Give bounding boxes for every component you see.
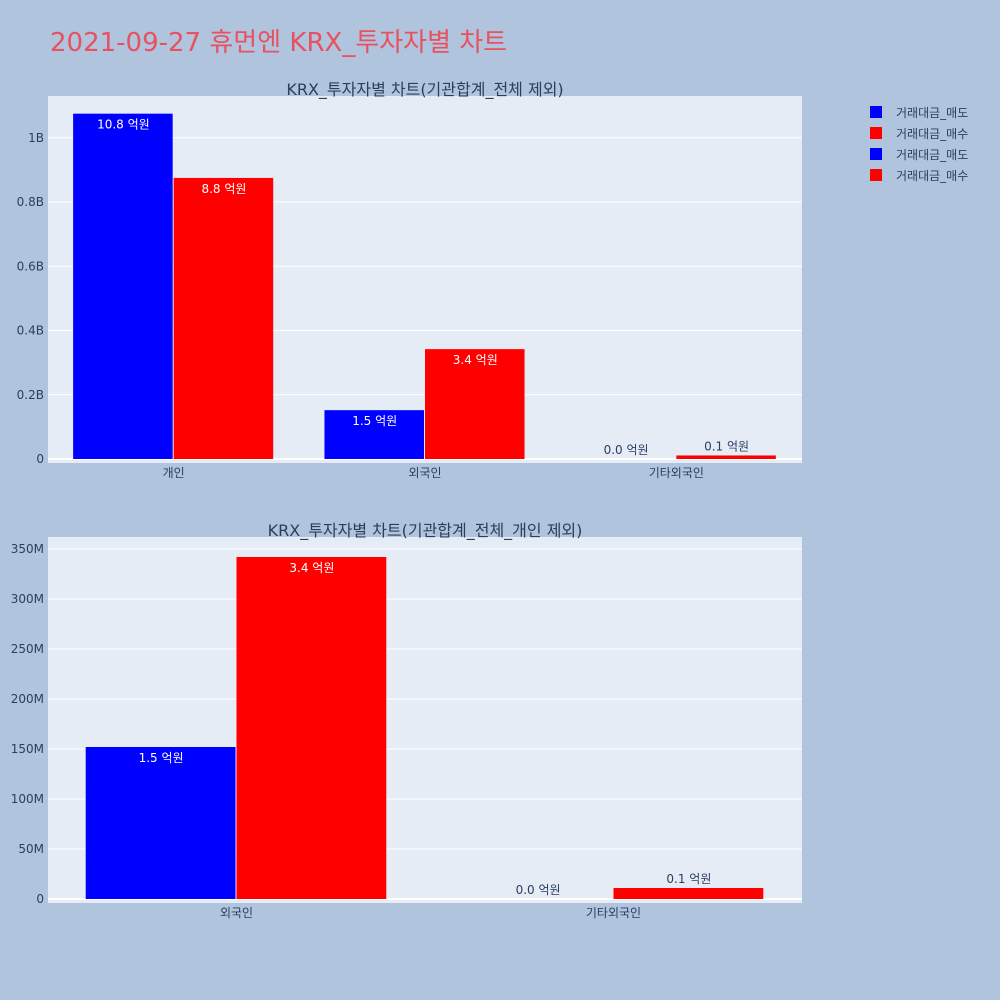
y-tick-label: 200M bbox=[11, 692, 44, 706]
y-tick-label: 300M bbox=[11, 592, 44, 606]
data-label: 0.0 억원 bbox=[516, 883, 561, 897]
legend-swatch bbox=[870, 127, 882, 139]
x-tick-label: 개인 bbox=[163, 466, 185, 480]
data-label: 10.8 억원 bbox=[97, 118, 150, 132]
y-tick-label: 50M bbox=[18, 842, 44, 856]
bar bbox=[676, 455, 776, 459]
data-label: 1.5 억원 bbox=[139, 751, 184, 765]
legend-label: 거래대금_매수 bbox=[896, 127, 969, 141]
page-title: 2021-09-27 휴먼엔 KRX_투자자별 차트 bbox=[50, 28, 508, 58]
legend-swatch bbox=[870, 106, 882, 118]
x-tick-label: 기타외국인 bbox=[649, 466, 704, 480]
legend-swatch bbox=[870, 169, 882, 181]
legend-swatch bbox=[870, 148, 882, 160]
bar bbox=[236, 557, 387, 899]
legend: 거래대금_매도 거래대금_매수 거래대금_매도 거래대금_매수 bbox=[870, 103, 968, 187]
y-tick-label: 0.2B bbox=[17, 388, 44, 402]
x-tick-label: 외국인 bbox=[408, 466, 441, 480]
legend-label: 거래대금_매수 bbox=[896, 169, 969, 183]
data-label: 0.1 억원 bbox=[666, 872, 711, 886]
y-tick-label: 0.6B bbox=[17, 259, 44, 273]
legend-label: 거래대금_매도 bbox=[896, 106, 969, 120]
y-tick-label: 0 bbox=[36, 452, 44, 466]
y-tick-label: 1B bbox=[28, 131, 44, 145]
bar bbox=[613, 888, 764, 899]
y-tick-label: 0.4B bbox=[17, 324, 44, 338]
y-tick-label: 100M bbox=[11, 792, 44, 806]
y-tick-label: 350M bbox=[11, 542, 44, 556]
x-tick-label: 기타외국인 bbox=[586, 906, 641, 920]
y-tick-label: 0 bbox=[36, 892, 44, 906]
legend-item[interactable]: 거래대금_매수 bbox=[870, 166, 968, 187]
y-tick-label: 250M bbox=[11, 642, 44, 656]
bar bbox=[425, 349, 525, 459]
y-tick-label: 0.8B bbox=[17, 195, 44, 209]
data-label: 0.1 억원 bbox=[704, 439, 749, 453]
data-label: 0.0 억원 bbox=[604, 443, 649, 457]
data-label: 3.4 억원 bbox=[289, 561, 334, 575]
bar bbox=[324, 410, 424, 459]
chart-title: KRX_투자자별 차트(기관합계_전체_개인 제외) bbox=[268, 521, 583, 541]
x-tick-label: 외국인 bbox=[220, 906, 253, 920]
legend-item[interactable]: 거래대금_매수 bbox=[870, 124, 968, 145]
bar bbox=[85, 747, 236, 899]
data-label: 3.4 억원 bbox=[453, 353, 498, 367]
legend-item[interactable]: 거래대금_매도 bbox=[870, 103, 968, 124]
bar bbox=[173, 177, 274, 459]
bar bbox=[73, 113, 173, 459]
legend-item[interactable]: 거래대금_매도 bbox=[870, 145, 968, 166]
y-tick-label: 150M bbox=[11, 742, 44, 756]
data-label: 1.5 억원 bbox=[352, 414, 397, 428]
legend-label: 거래대금_매도 bbox=[896, 148, 969, 162]
data-label: 8.8 억원 bbox=[201, 182, 246, 196]
chart-title: KRX_투자자별 차트(기관합계_전체 제외) bbox=[286, 80, 563, 100]
